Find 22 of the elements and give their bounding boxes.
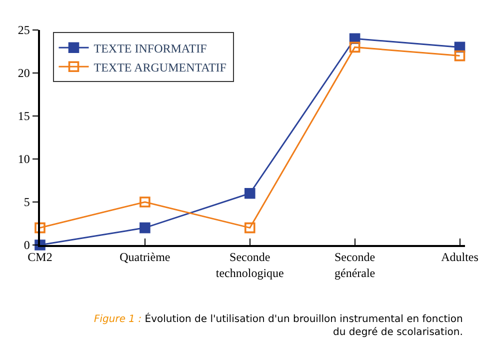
- point: [349, 42, 360, 53]
- x-tick-label: Seconde technologique: [216, 250, 284, 280]
- point: [244, 188, 256, 199]
- y-tick-label: 5: [24, 195, 30, 210]
- point: [244, 222, 256, 234]
- y-tick-label: 10: [18, 152, 30, 166]
- point: [454, 50, 466, 62]
- caption: Figure 1 :: [94, 314, 142, 325]
- point: [140, 196, 150, 208]
- y-tick-label: 20: [18, 66, 30, 80]
- legend-label: TEXTE INFORMATIF: [94, 41, 208, 56]
- point: [140, 222, 150, 234]
- x-tick-label: Seconde générale: [334, 250, 376, 280]
- legend-label: TEXTE ARGUMENTATIF: [94, 60, 227, 74]
- x-tick-label: CM2: [28, 250, 52, 264]
- y-tick-label: 0: [24, 238, 30, 252]
- y-tick-label: 25: [18, 23, 30, 38]
- point: [34, 222, 46, 234]
- text: Évolution de l'utilisation d'un brouillon instrumental en fonction du degré de scolarisation.: [144, 314, 463, 338]
- x-tick-label: Adultes: [441, 250, 479, 264]
- y-tick-label: 15: [18, 109, 30, 124]
- x-tick-label: Quatrième: [120, 250, 170, 264]
